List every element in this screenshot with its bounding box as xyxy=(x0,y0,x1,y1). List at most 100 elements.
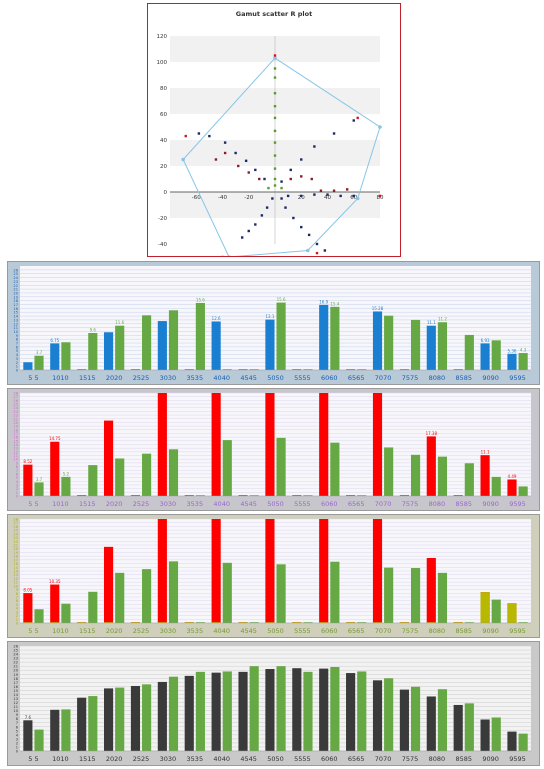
bar xyxy=(212,393,221,496)
category-label: 5050 xyxy=(267,500,284,508)
y-tick-label: 18 xyxy=(13,428,18,432)
scatter-point xyxy=(313,145,315,147)
bar xyxy=(61,477,70,496)
category-label: 1515 xyxy=(79,627,96,635)
data-label: 5.2 xyxy=(63,471,70,476)
bar xyxy=(373,393,382,496)
category-label: 6565 xyxy=(348,500,365,508)
y-tick-label: 15 xyxy=(13,439,18,443)
category-label: 4545 xyxy=(240,500,257,508)
category-label: 4040 xyxy=(213,627,230,635)
bar xyxy=(400,690,409,751)
y-tick-label: 0 xyxy=(16,495,19,499)
y-tick-label: 13 xyxy=(13,447,18,451)
y-tick-label: 0 xyxy=(16,369,19,373)
category-label: 7575 xyxy=(402,627,419,635)
bar xyxy=(492,477,501,496)
y-tick-label: 21 xyxy=(13,417,18,421)
data-label: 14.75 xyxy=(49,436,61,441)
bar xyxy=(384,316,393,370)
y-tick-label: 17 xyxy=(13,432,18,436)
y-tick-label: 6 xyxy=(16,599,19,603)
bar xyxy=(330,562,339,623)
scatter-point xyxy=(245,160,247,162)
y-tick-label: 22 xyxy=(13,284,18,288)
category-label: 6565 xyxy=(348,755,365,763)
hull-vertex xyxy=(356,197,360,201)
y-tick-label: 27 xyxy=(13,395,18,399)
category-label: 2525 xyxy=(133,500,150,508)
bar xyxy=(427,436,436,496)
data-label: 15.28 xyxy=(372,306,384,311)
scatter-point xyxy=(308,234,310,236)
category-label: 7575 xyxy=(402,500,419,508)
bar xyxy=(169,677,178,751)
category-label: 6060 xyxy=(321,627,338,635)
y-tick-label: 18 xyxy=(13,555,18,559)
bar xyxy=(481,343,490,370)
y-tick-label: 9 xyxy=(16,588,19,592)
y-tick-label: 26 xyxy=(13,399,18,403)
scatter-point xyxy=(300,158,302,160)
y-tick-label: 5 xyxy=(16,349,18,353)
bar xyxy=(411,320,420,370)
data-label: 5.36 xyxy=(508,348,517,353)
bar xyxy=(104,547,113,623)
y-tick-label: 3 xyxy=(16,610,18,614)
bar xyxy=(61,342,70,370)
category-label: 9090 xyxy=(482,500,499,508)
category-label: 2020 xyxy=(106,755,123,763)
y-tick-label: 15 xyxy=(13,311,18,315)
data-label: 6.93 xyxy=(481,338,490,343)
data-label: 11.6 xyxy=(115,320,124,325)
scatter-point xyxy=(290,169,292,171)
bar xyxy=(169,310,178,370)
category-label: 4545 xyxy=(240,374,257,382)
bar xyxy=(212,519,221,623)
bar xyxy=(34,482,43,496)
bar xyxy=(465,463,474,496)
bar xyxy=(115,326,124,370)
category-label: 3030 xyxy=(160,755,177,763)
y-tick-label: 18 xyxy=(13,677,18,681)
bar-chart-1-svg: 0123456789101112131415161718192021222324… xyxy=(8,262,539,384)
y-tick-label: 4 xyxy=(16,353,19,357)
y-tick-label: 15 xyxy=(13,689,18,693)
y-tick-label: 14 xyxy=(13,443,18,447)
y-tick-label: 1 xyxy=(16,491,18,495)
y-tick-label: 26 xyxy=(13,525,18,529)
scatter-point xyxy=(274,184,276,186)
data-label: 11.1 xyxy=(481,450,490,455)
y-tick-label: 16 xyxy=(13,307,18,311)
scatter-point xyxy=(254,223,256,225)
category-label: 9595 xyxy=(509,755,526,763)
y-tick-label: 8 xyxy=(16,717,19,721)
bar xyxy=(319,393,328,496)
bar xyxy=(23,362,32,370)
y-tick-label: -40 xyxy=(158,242,167,248)
data-label: 16.9 xyxy=(319,299,328,304)
y-tick-label: 5 xyxy=(16,729,18,733)
bar xyxy=(277,438,286,496)
bar xyxy=(319,669,328,751)
category-label: 8080 xyxy=(429,374,446,382)
chart-title: Gamut scatter R plot xyxy=(236,10,312,18)
category-label: 3535 xyxy=(187,500,204,508)
scatter-point xyxy=(280,197,282,199)
data-label: 7.6 xyxy=(25,715,32,720)
y-tick-label: 25 xyxy=(13,649,18,653)
data-label: 6.75 xyxy=(50,338,59,343)
bar xyxy=(196,672,205,751)
y-tick-label: 19 xyxy=(13,295,18,299)
y-tick-label: 15 xyxy=(13,566,18,570)
data-label: 9.6 xyxy=(90,328,97,333)
bar xyxy=(507,479,516,496)
hull-vertex xyxy=(181,158,185,162)
y-tick-label: 28 xyxy=(13,392,18,396)
y-tick-label: 9 xyxy=(16,461,19,465)
category-label: 1515 xyxy=(79,500,96,508)
category-label: 2020 xyxy=(106,374,123,382)
bar-chart-4-svg: 0123456789101112131415161718192021222324… xyxy=(8,642,539,765)
y-tick-label: 0 xyxy=(16,750,19,754)
